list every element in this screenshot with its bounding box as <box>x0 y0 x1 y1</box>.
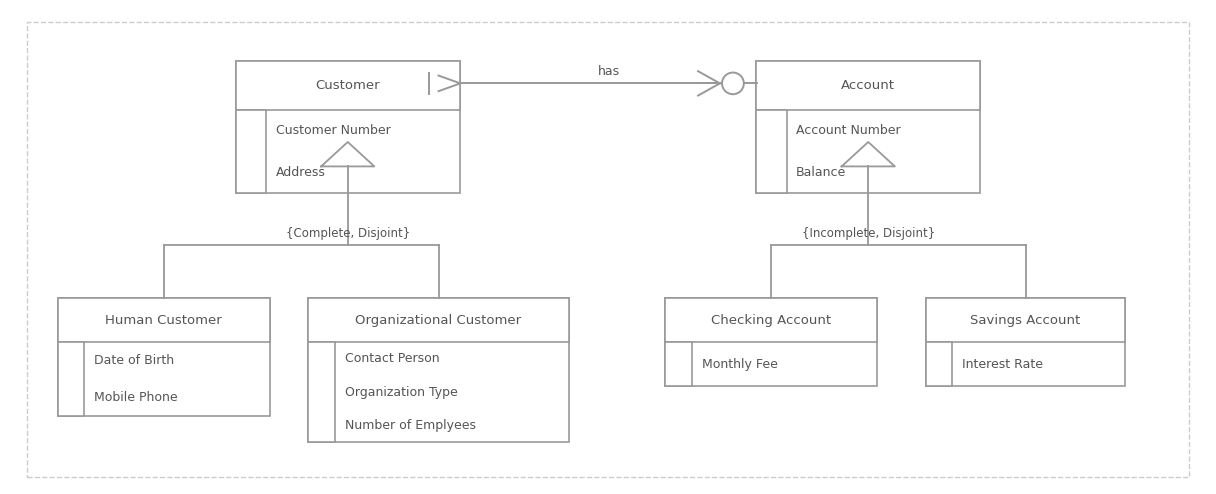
FancyBboxPatch shape <box>236 61 460 193</box>
Text: Date of Birth: Date of Birth <box>94 354 174 367</box>
FancyBboxPatch shape <box>665 342 692 386</box>
Text: Address: Address <box>276 166 326 179</box>
FancyBboxPatch shape <box>925 342 952 386</box>
FancyBboxPatch shape <box>756 110 787 193</box>
Text: {Complete, Disjoint}: {Complete, Disjoint} <box>286 227 410 240</box>
Text: Organizational Customer: Organizational Customer <box>355 314 522 327</box>
Text: Monthly Fee: Monthly Fee <box>702 358 778 370</box>
FancyBboxPatch shape <box>665 298 877 386</box>
Text: Customer: Customer <box>315 80 381 92</box>
Text: Mobile Phone: Mobile Phone <box>94 391 178 404</box>
FancyBboxPatch shape <box>756 61 980 110</box>
Text: Checking Account: Checking Account <box>711 314 832 327</box>
FancyBboxPatch shape <box>309 298 569 342</box>
FancyBboxPatch shape <box>925 298 1126 386</box>
FancyBboxPatch shape <box>58 298 270 415</box>
Text: Interest Rate: Interest Rate <box>962 358 1043 370</box>
Text: Human Customer: Human Customer <box>106 314 223 327</box>
Ellipse shape <box>722 73 744 94</box>
Text: {Incomplete, Disjoint}: {Incomplete, Disjoint} <box>801 227 935 240</box>
Text: Contact Person: Contact Person <box>344 352 439 366</box>
FancyBboxPatch shape <box>309 298 569 442</box>
Text: Account: Account <box>841 80 895 92</box>
Polygon shape <box>841 142 895 166</box>
Polygon shape <box>321 142 375 166</box>
FancyBboxPatch shape <box>58 342 84 415</box>
FancyBboxPatch shape <box>925 298 1126 342</box>
Text: has: has <box>597 65 620 78</box>
FancyBboxPatch shape <box>58 298 270 342</box>
FancyBboxPatch shape <box>236 61 460 110</box>
Text: Number of Emplyees: Number of Emplyees <box>344 419 475 432</box>
FancyBboxPatch shape <box>309 342 336 442</box>
Text: Organization Type: Organization Type <box>344 386 457 399</box>
FancyBboxPatch shape <box>236 110 266 193</box>
FancyBboxPatch shape <box>665 298 877 342</box>
Text: Account Number: Account Number <box>796 124 901 137</box>
Text: Customer Number: Customer Number <box>276 124 390 137</box>
Text: Savings Account: Savings Account <box>970 314 1081 327</box>
FancyBboxPatch shape <box>756 61 980 193</box>
FancyBboxPatch shape <box>27 22 1189 477</box>
Text: Balance: Balance <box>796 166 846 179</box>
